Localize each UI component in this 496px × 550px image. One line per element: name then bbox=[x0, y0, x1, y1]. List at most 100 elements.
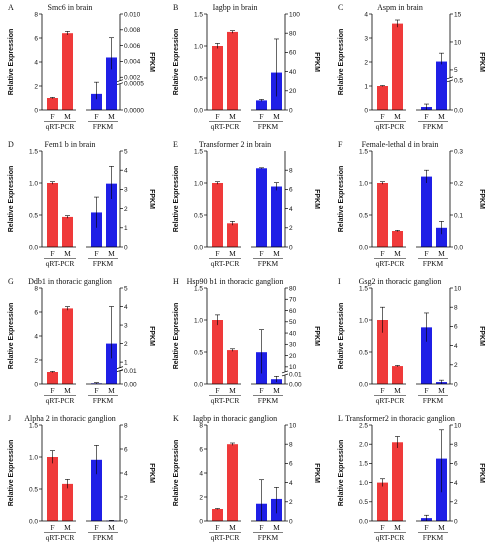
panel-h-letter: H bbox=[173, 277, 179, 286]
panel-c-left-tick-label: 0 bbox=[364, 107, 368, 114]
panel-b-right-tick-label: 80 bbox=[289, 31, 297, 38]
panel-d-right-tick-label: 3 bbox=[124, 187, 128, 194]
panel-h-axis-break-mark bbox=[281, 373, 289, 377]
panel-j-left-tick-label: 1.0 bbox=[29, 454, 38, 461]
panel-a-letter: A bbox=[8, 3, 14, 12]
panel-h-right-tick-label: 10 bbox=[289, 364, 297, 371]
panel-g-axis-break-mark bbox=[116, 366, 124, 369]
panel-d-bar-qrt-f bbox=[47, 183, 58, 247]
panel-l-right-tick-label: 8 bbox=[454, 442, 458, 449]
panel-a-bar-qrt-m bbox=[62, 33, 73, 111]
panel-c-axis-break-mark bbox=[446, 79, 454, 83]
panel-a-left-tick-label: 6 bbox=[34, 35, 38, 42]
panel-f-left-tick-label: 1.0 bbox=[359, 180, 368, 187]
panel-c-right-tick-label: 10 bbox=[454, 39, 462, 46]
panel-g-left-tick-label: 8 bbox=[34, 285, 38, 292]
panel-k-left-tick-label: 4 bbox=[199, 470, 203, 477]
panel-f-right-tick-label: 0.0 bbox=[454, 244, 463, 251]
panel-f-title: Female-lethal d in brain bbox=[362, 140, 439, 149]
panel-i-left-tick-label: 1.0 bbox=[359, 317, 368, 324]
panel-f-bar-label: F bbox=[380, 249, 384, 258]
panel-a-left-tick-label: 2 bbox=[34, 83, 38, 90]
panel-j-group-label: FPKM bbox=[93, 533, 114, 542]
panel-g-right-tick-label: 0.01 bbox=[124, 368, 137, 375]
panel-h: H Hsp90 b1 in thoracic ganglion 0.0 0.5 1.0 1… bbox=[173, 277, 320, 405]
panel-l-bar-label: M bbox=[438, 523, 445, 532]
panel-c-bar-fpkm-m bbox=[436, 61, 447, 110]
panel-b-left-tick-label: 1.0 bbox=[194, 43, 203, 50]
panel-a-right-tick-label: 0.010 bbox=[124, 11, 141, 18]
panel-h-right-tick-label: 30 bbox=[289, 342, 297, 349]
panel-e-bar-qrt-f bbox=[212, 183, 223, 247]
panel-h-left-tick-label: 1.0 bbox=[194, 317, 203, 324]
panel-e-right-tick-label: 8 bbox=[289, 168, 293, 175]
panel-c-right-tick-label: 0.5 bbox=[454, 78, 463, 85]
panel-i-right-tick-label: 6 bbox=[454, 324, 458, 331]
panel-b-right-tick-label: 0 bbox=[289, 107, 293, 114]
panel-g-right-tick-label: 3 bbox=[124, 322, 128, 329]
panel-j-left-tick-label: 0.5 bbox=[29, 486, 38, 493]
panel-g-bar-fpkm-m bbox=[106, 343, 117, 384]
panel-c: C Aspm in brain 0 1 2 3 4 Relative Expression 0.… bbox=[338, 3, 485, 131]
panel-l-left-tick-label: 2.0 bbox=[359, 442, 368, 449]
panel-l-right-tick-label: 0 bbox=[454, 518, 458, 525]
panel-a-title: Smc6 in brain bbox=[48, 3, 93, 12]
panel-c-right-axis-label: FPKM bbox=[478, 52, 485, 72]
panel-h-right-tick-label: 20 bbox=[289, 353, 297, 360]
panel-f-group-label: FPKM bbox=[423, 259, 444, 268]
panel-h-bar-label: M bbox=[229, 386, 236, 395]
panel-d-bar-fpkm-m bbox=[106, 183, 117, 247]
panel-b-left-axis-label: Relative Expression bbox=[173, 29, 180, 96]
panel-a-bar-label: F bbox=[50, 112, 54, 121]
panel-d-group-label: qRT-PCR bbox=[46, 259, 75, 268]
panel-h-bar-qrt-f bbox=[212, 320, 223, 384]
panel-e-left-tick-label: 1.0 bbox=[194, 180, 203, 187]
panel-l-left-tick-label: 1.5 bbox=[359, 461, 368, 468]
panel-g-left-tick-label: 6 bbox=[34, 309, 38, 316]
panel-e-left-tick-label: 0.5 bbox=[194, 212, 203, 219]
panel-l-left-tick-label: 0.0 bbox=[359, 518, 368, 525]
panel-k-title: Iagbp in thoracic ganglion bbox=[193, 414, 277, 423]
panel-b-bar-label: M bbox=[229, 112, 236, 121]
panel-f-bar-label: M bbox=[394, 249, 401, 258]
panel-l-left-tick-label: 2.5 bbox=[359, 422, 368, 429]
panel-g-left-tick-label: 0 bbox=[34, 381, 38, 388]
panel-b-right-tick-label: 40 bbox=[289, 69, 297, 76]
panel-a-left-tick-label: 0 bbox=[34, 107, 38, 114]
panel-h-bar-label: F bbox=[259, 386, 263, 395]
panel-l-right-tick-label: 4 bbox=[454, 480, 458, 487]
panel-g-group-label: FPKM bbox=[93, 396, 114, 405]
panel-e-group-label: qRT-PCR bbox=[211, 259, 240, 268]
panel-i-title: Gsg2 in thoracic ganglion bbox=[359, 277, 442, 286]
panel-c-right-tick-label: 0.0 bbox=[454, 107, 463, 114]
panel-g-axis-break-mark bbox=[116, 369, 124, 372]
panel-a-bar-label: M bbox=[64, 112, 71, 121]
panel-e-bar-fpkm-f bbox=[256, 168, 267, 247]
panel-a-axis-break-gap bbox=[118, 80, 123, 84]
panel-d-right-tick-label: 4 bbox=[124, 168, 128, 175]
panel-i-left-tick-label: 0.0 bbox=[359, 381, 368, 388]
panel-e-bar-label: M bbox=[273, 249, 280, 258]
panel-h-left-tick-label: 0.5 bbox=[194, 349, 203, 356]
panel-g-letter: G bbox=[8, 277, 14, 286]
panel-g-left-tick-label: 2 bbox=[34, 357, 38, 364]
panel-h-group-label: qRT-PCR bbox=[211, 396, 240, 405]
panel-i-right-tick-label: 0 bbox=[454, 381, 458, 388]
panel-g-bar-qrt-m bbox=[62, 308, 73, 384]
panel-b-bar-qrt-m bbox=[227, 31, 238, 111]
panel-k-left-axis-label: Relative Expression bbox=[173, 440, 180, 507]
panel-k-right-tick-label: 8 bbox=[289, 442, 293, 449]
panel-c-right-tick-label: 15 bbox=[454, 11, 462, 18]
panel-c-left-tick-label: 2 bbox=[364, 59, 368, 66]
panel-g-bar-label: M bbox=[108, 386, 115, 395]
panel-a-axis-break-mark bbox=[116, 79, 124, 82]
panel-k-bar-qrt-m bbox=[227, 444, 238, 521]
panel-f-bar-label: F bbox=[424, 249, 428, 258]
panel-l-bar-label: M bbox=[394, 523, 401, 532]
panel-j-left-axis-label: Relative Expression bbox=[8, 440, 15, 507]
panel-g-bar-label: F bbox=[94, 386, 98, 395]
panel-h-right-tick-label: 80 bbox=[289, 285, 297, 292]
panel-h-right-tick-label: 0.00 bbox=[289, 381, 302, 388]
panel-l-letter: L bbox=[338, 414, 343, 423]
panel-l-right-axis-label: FPKM bbox=[478, 463, 485, 483]
